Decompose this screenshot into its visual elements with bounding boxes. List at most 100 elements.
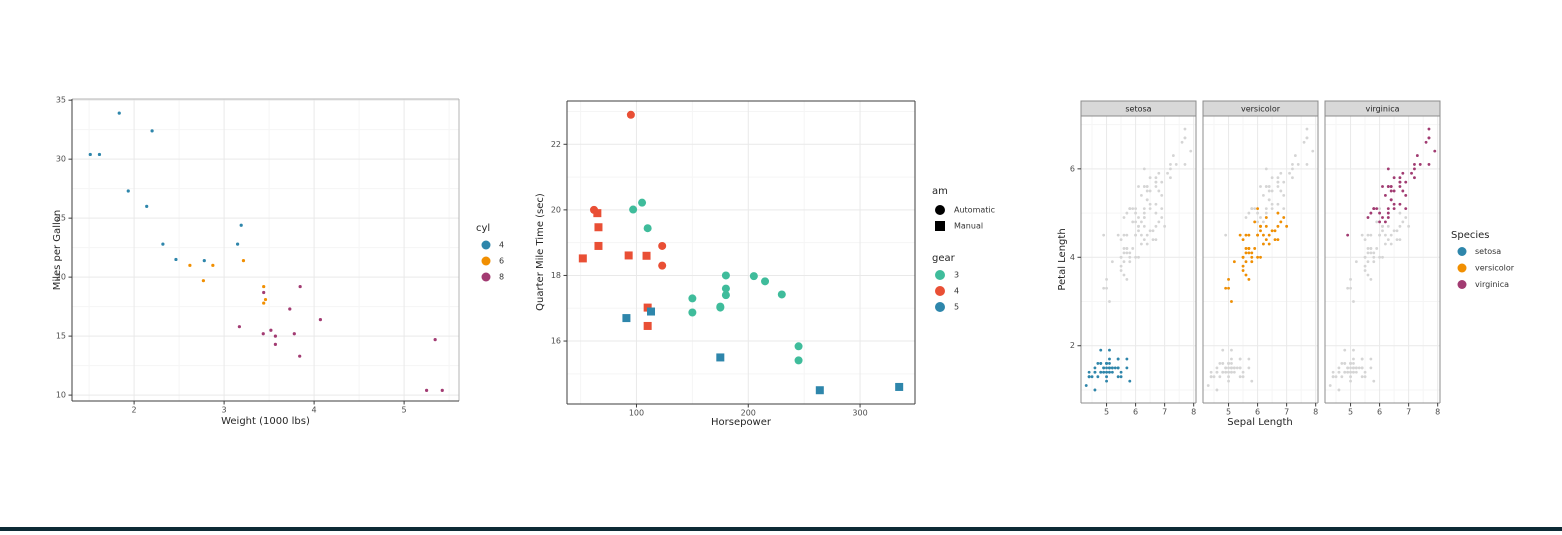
data-point bbox=[1363, 375, 1367, 379]
data-point bbox=[1128, 207, 1132, 211]
data-point bbox=[1230, 357, 1233, 361]
data-point bbox=[594, 223, 603, 232]
data-point bbox=[117, 111, 121, 115]
data-point bbox=[1354, 370, 1358, 374]
background-points bbox=[1084, 127, 1193, 392]
data-point bbox=[794, 356, 803, 365]
data-point bbox=[1105, 375, 1108, 379]
data-point bbox=[1273, 229, 1277, 233]
data-point bbox=[1142, 224, 1146, 228]
x-tick-label: 8 bbox=[1313, 408, 1318, 417]
data-point bbox=[1276, 238, 1280, 242]
data-point bbox=[1227, 366, 1230, 370]
x-tick-label: 200 bbox=[741, 409, 756, 418]
data-point bbox=[1151, 238, 1155, 242]
data-point bbox=[1270, 176, 1274, 180]
data-point bbox=[1110, 370, 1114, 374]
data-point bbox=[1247, 247, 1251, 250]
data-point bbox=[1349, 379, 1352, 383]
data-point bbox=[1099, 370, 1103, 374]
data-point bbox=[1166, 171, 1169, 175]
data-point bbox=[1227, 286, 1230, 290]
data-point bbox=[1407, 224, 1411, 228]
data-point bbox=[1169, 176, 1172, 180]
data-point bbox=[1413, 163, 1416, 166]
data-point bbox=[1206, 384, 1210, 387]
x-tick-label: 6 bbox=[1133, 408, 1138, 417]
data-point bbox=[1125, 366, 1129, 370]
data-point bbox=[1169, 167, 1172, 171]
data-point bbox=[1250, 260, 1254, 264]
bottom-bar bbox=[0, 527, 1562, 531]
data-point bbox=[1218, 362, 1222, 365]
data-point bbox=[237, 325, 241, 329]
data-point bbox=[1235, 366, 1239, 370]
data-point bbox=[1305, 127, 1309, 131]
data-point bbox=[1346, 370, 1350, 374]
data-point bbox=[1386, 185, 1390, 188]
data-point bbox=[1227, 379, 1230, 383]
data-point bbox=[1154, 224, 1158, 228]
data-point bbox=[481, 272, 491, 282]
data-point bbox=[1241, 238, 1245, 242]
legend-title: am bbox=[932, 186, 948, 197]
data-point bbox=[1154, 202, 1158, 206]
iris-facet-plot: setosa 5 6 7 8 2 4 6 versicolor 5 6 7 8 virginica 5 6 7 8… bbox=[1057, 100, 1515, 428]
facet-virginica: virginica 5 6 7 8 bbox=[1324, 100, 1441, 417]
data-point bbox=[145, 204, 149, 208]
data-point bbox=[1137, 185, 1140, 188]
data-point bbox=[1224, 366, 1228, 370]
data-point bbox=[643, 321, 652, 330]
data-point bbox=[1392, 229, 1396, 233]
data-point bbox=[1230, 362, 1233, 365]
data-point bbox=[1140, 193, 1143, 197]
legend-title: Species bbox=[1451, 230, 1490, 241]
data-point bbox=[263, 297, 268, 302]
data-point bbox=[1142, 167, 1146, 171]
data-point bbox=[1140, 233, 1143, 237]
data-point bbox=[1340, 362, 1344, 365]
data-point bbox=[1259, 185, 1262, 188]
data-point bbox=[1282, 216, 1286, 219]
y-axis-title: Miles per Gallon bbox=[52, 210, 63, 290]
data-point bbox=[1160, 207, 1164, 211]
data-point bbox=[161, 242, 165, 246]
data-point bbox=[1279, 189, 1283, 193]
data-point bbox=[1154, 176, 1158, 180]
legend-am: am Automatic Manual bbox=[932, 186, 995, 231]
y-tick-label: 15 bbox=[56, 332, 66, 341]
data-point bbox=[1215, 370, 1219, 374]
data-point bbox=[1151, 229, 1155, 233]
data-point bbox=[1276, 185, 1280, 188]
data-point bbox=[1244, 251, 1248, 255]
data-point bbox=[1247, 366, 1251, 370]
y-tick-label: 6 bbox=[1070, 164, 1075, 173]
data-point bbox=[721, 271, 730, 280]
series-cyl-4 bbox=[88, 111, 243, 263]
data-point bbox=[1093, 370, 1097, 374]
data-point bbox=[1108, 300, 1111, 303]
data-point bbox=[1119, 370, 1123, 374]
data-point bbox=[1427, 127, 1431, 131]
data-point bbox=[622, 314, 631, 323]
data-point bbox=[1282, 207, 1286, 211]
data-point bbox=[1232, 370, 1236, 374]
data-point bbox=[1363, 238, 1367, 242]
legend-label: versicolor bbox=[1475, 264, 1515, 273]
data-point bbox=[1259, 216, 1262, 219]
data-point bbox=[1354, 260, 1358, 264]
data-point bbox=[1116, 375, 1120, 379]
data-point bbox=[1238, 375, 1242, 379]
data-point bbox=[1099, 362, 1103, 365]
data-point bbox=[1244, 247, 1248, 250]
data-point bbox=[1145, 242, 1149, 246]
x-tick-label: 7 bbox=[1162, 408, 1167, 417]
data-point bbox=[1183, 163, 1187, 166]
data-point bbox=[1264, 216, 1268, 219]
data-point bbox=[1369, 211, 1373, 215]
legend-label: 6 bbox=[499, 257, 504, 266]
data-point bbox=[1232, 366, 1236, 370]
data-point bbox=[1142, 216, 1146, 219]
data-point bbox=[578, 254, 587, 263]
data-point bbox=[1305, 163, 1309, 166]
